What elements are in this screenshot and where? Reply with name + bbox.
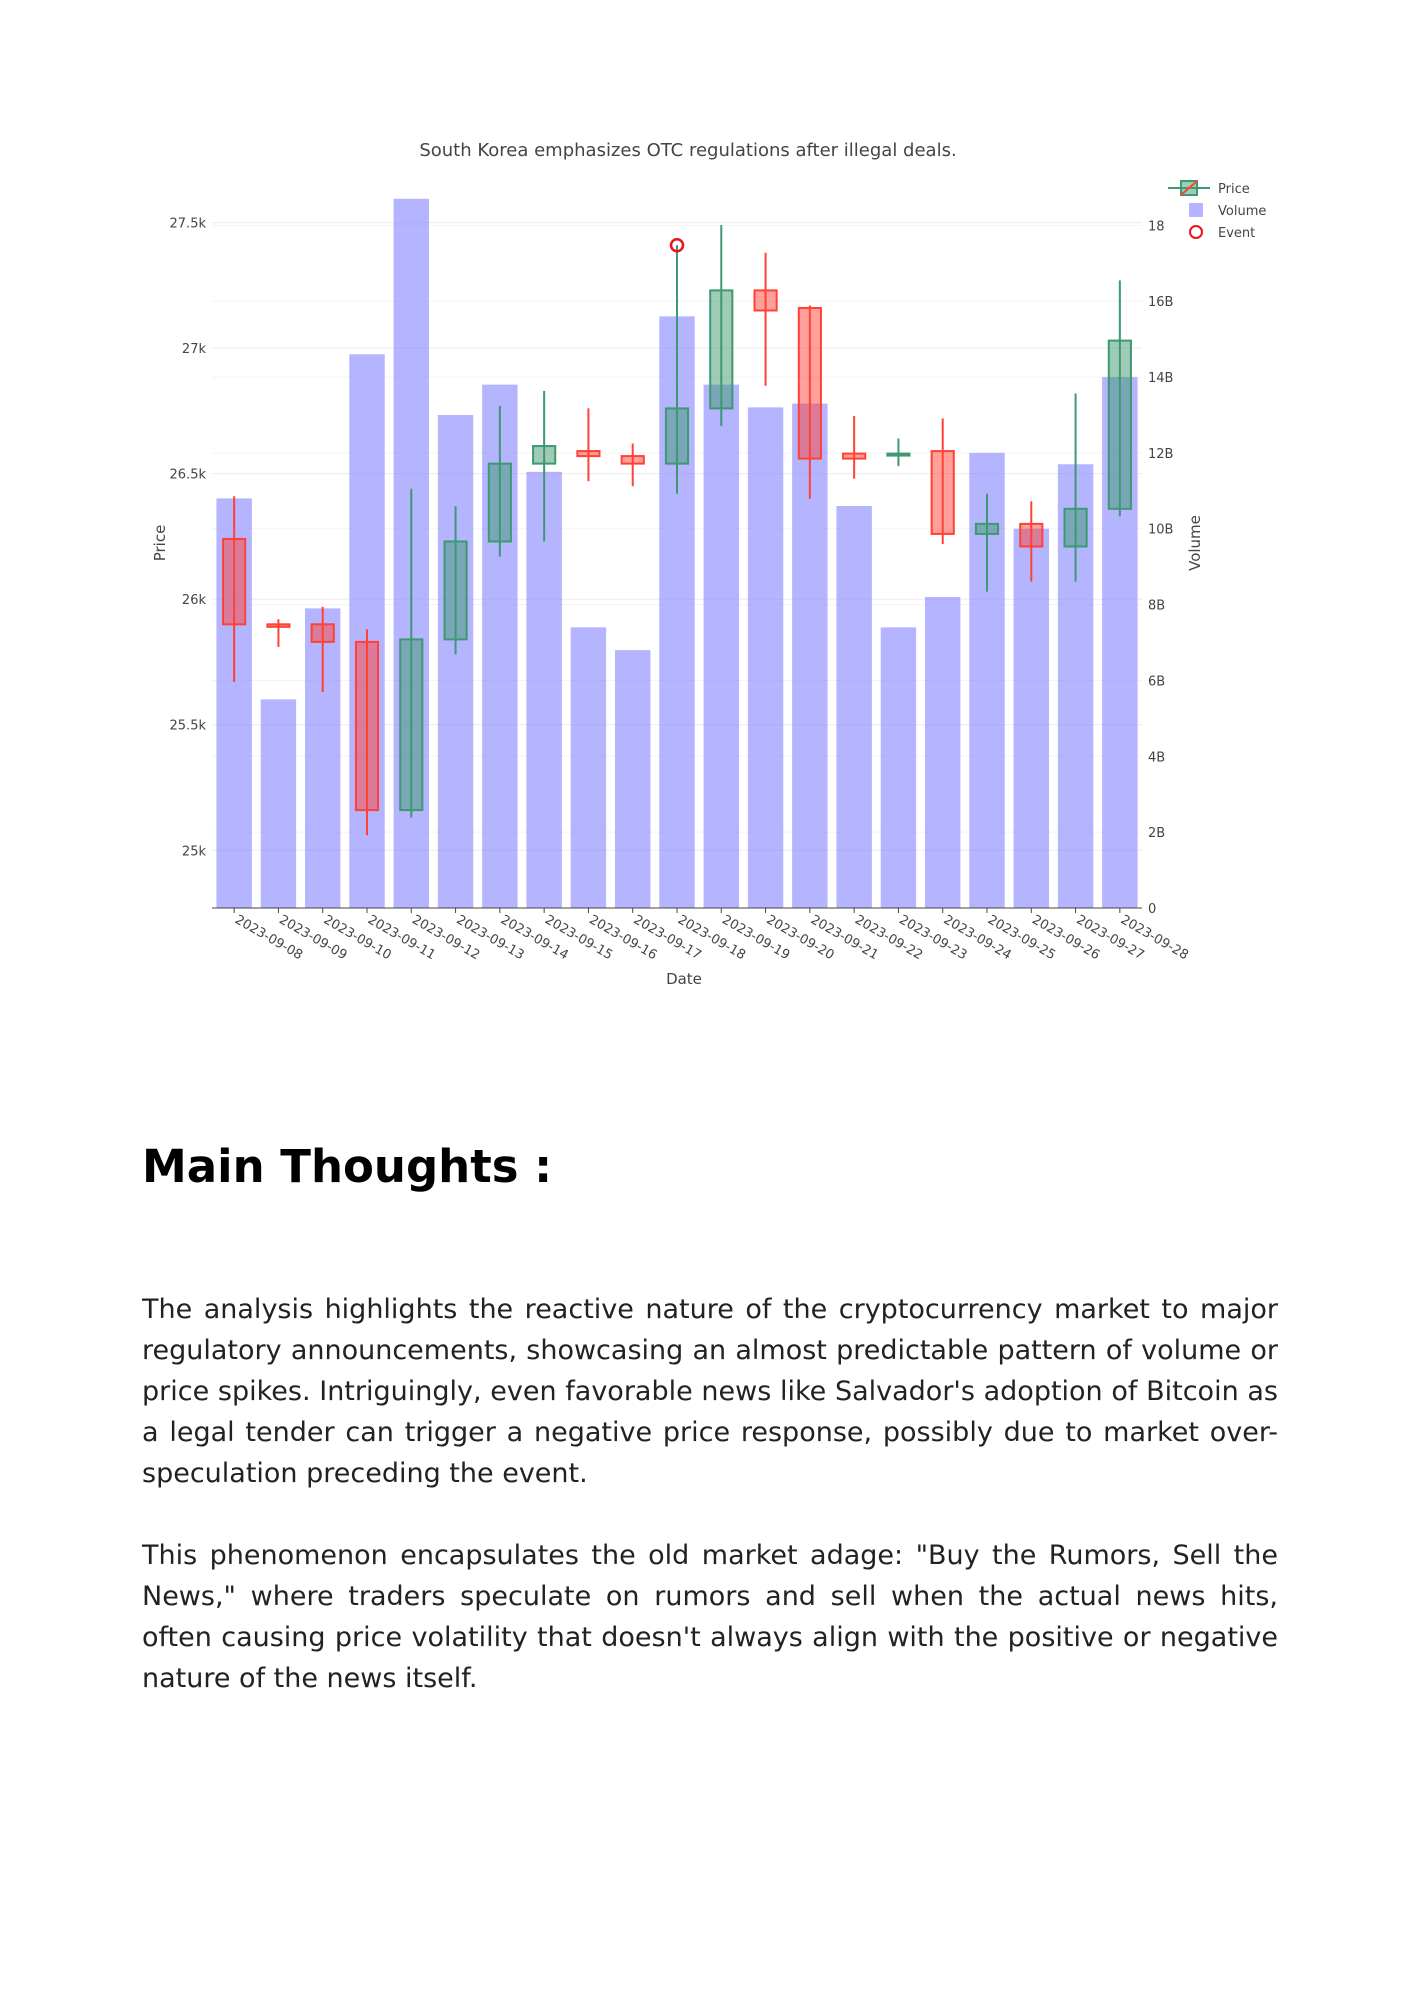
- y2-tick-label: 6B: [1148, 674, 1165, 689]
- candle: [399, 488, 424, 818]
- y2-tick-label: 16B: [1148, 295, 1173, 310]
- x-axis-label: Date: [666, 970, 702, 988]
- event-marker: [669, 237, 685, 253]
- legend-item-price[interactable]: Price: [1168, 180, 1250, 197]
- y-tick-label: 25k: [182, 844, 207, 859]
- candle-body: [266, 623, 291, 628]
- y2-tick-label: 18: [1148, 219, 1165, 234]
- volume-bar: [526, 471, 562, 908]
- candle-body: [664, 407, 690, 465]
- candle-body: [222, 537, 247, 626]
- candle-body: [532, 445, 557, 465]
- article-section: Main Thoughts : The analysis highlights …: [142, 1140, 1278, 1740]
- y-tick-label: 26k: [182, 593, 207, 608]
- candle-body: [310, 623, 335, 643]
- candle-body: [620, 455, 645, 465]
- y-tick-label: 27.5k: [170, 217, 207, 232]
- volume-bar: [880, 627, 917, 908]
- candle-body: [487, 462, 512, 543]
- chart-title: South Korea emphasizes OTC regulations a…: [419, 140, 956, 161]
- candle-body: [443, 540, 468, 641]
- candle: [886, 438, 911, 467]
- volume-bar: [703, 384, 739, 908]
- chart-legend[interactable]: Price Volume Event: [1168, 180, 1266, 241]
- candle: [354, 629, 380, 836]
- candle: [842, 415, 867, 479]
- candle: [664, 245, 690, 494]
- candle: [222, 496, 247, 683]
- y2-tick-label: 2B: [1148, 826, 1165, 841]
- candle-body: [399, 638, 424, 812]
- candle-body: [576, 450, 601, 458]
- volume-bar: [615, 650, 651, 908]
- chart-container: South Korea emphasizes OTC regulations a…: [151, 140, 1266, 988]
- y-tick-label: 26.5k: [170, 468, 207, 483]
- volume-bar: [260, 699, 297, 908]
- candle: [266, 619, 291, 647]
- legend-item-event[interactable]: Event: [1189, 225, 1255, 241]
- candle: [576, 408, 601, 482]
- candle: [974, 493, 1000, 592]
- y-axis-label: Price: [151, 525, 169, 562]
- legend-label-price: Price: [1218, 182, 1250, 197]
- candle-body: [1019, 522, 1044, 548]
- candle: [532, 390, 557, 542]
- volume-bar: [1013, 528, 1049, 908]
- candle: [1063, 393, 1088, 582]
- candle: [930, 418, 955, 544]
- volume-bar: [925, 597, 961, 908]
- candle-body: [753, 289, 778, 312]
- candle-body: [797, 306, 822, 460]
- y2-tick-label: 10B: [1148, 523, 1173, 538]
- candle-body: [886, 452, 911, 457]
- candle-body: [1063, 507, 1088, 548]
- candle-body: [930, 450, 955, 535]
- candle: [620, 443, 645, 487]
- y-tick-label: 25.5k: [170, 719, 207, 734]
- candle: [1107, 280, 1132, 517]
- candle: [709, 225, 734, 426]
- event-markers: [669, 237, 685, 253]
- candle-body: [842, 452, 867, 460]
- candle-body: [1107, 339, 1132, 510]
- paragraph-2: This phenomenon encapsulates the old mar…: [142, 1540, 1278, 1694]
- candle: [753, 252, 778, 386]
- legend-item-volume[interactable]: Volume: [1189, 203, 1266, 219]
- candle: [443, 506, 468, 655]
- candle-body: [974, 522, 1000, 535]
- candlestick-chart: South Korea emphasizes OTC regulations a…: [151, 140, 1266, 988]
- legend-label-volume: Volume: [1218, 204, 1266, 219]
- candle: [1019, 501, 1044, 582]
- candle: [797, 305, 822, 499]
- y-tick-label: 27k: [182, 342, 207, 357]
- y2-axis-label: Volume: [1186, 515, 1204, 571]
- y2-tick-label: 4B: [1148, 750, 1165, 765]
- y2-tick-label: 12B: [1148, 447, 1173, 462]
- y2-tick-label: 0: [1148, 902, 1156, 917]
- volume-bar: [437, 414, 474, 908]
- price-candles: [222, 225, 1132, 836]
- volume-bar: [570, 627, 607, 908]
- y2-tick-label: 14B: [1148, 371, 1173, 386]
- volume-bar: [747, 407, 784, 908]
- section-heading: Main Thoughts :: [142, 1140, 553, 1193]
- candle: [487, 405, 512, 557]
- volume-bar: [836, 505, 872, 908]
- candle: [310, 606, 335, 693]
- candle-body: [354, 640, 380, 812]
- legend-label-event: Event: [1218, 226, 1255, 241]
- candle-body: [709, 289, 734, 410]
- y2-tick-label: 8B: [1148, 599, 1165, 614]
- paragraph-1: The analysis highlights the reactive nat…: [142, 1294, 1278, 1489]
